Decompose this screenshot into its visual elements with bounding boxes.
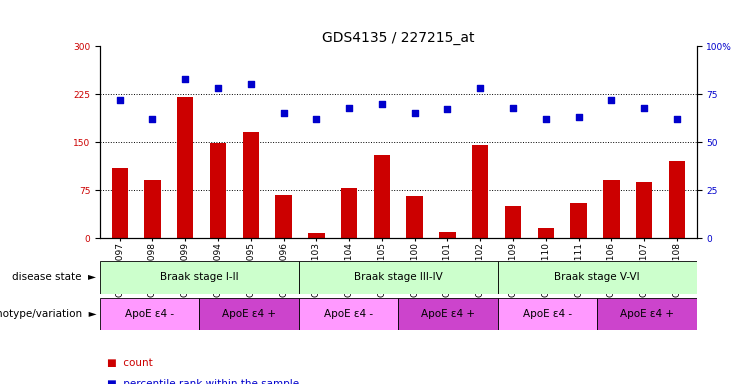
Bar [341,188,357,238]
Text: disease state  ►: disease state ► [13,272,96,283]
Text: Braak stage V-VI: Braak stage V-VI [554,272,640,283]
Bar [407,197,423,238]
Bar [308,233,325,238]
Text: ApoE ε4 -: ApoE ε4 - [324,309,373,319]
Text: ■  count: ■ count [107,358,153,368]
Point [474,85,486,91]
Point [310,116,322,122]
Point [179,76,191,82]
Bar [668,161,685,238]
Bar [210,143,226,238]
Point [147,116,159,122]
Text: ApoE ε4 -: ApoE ε4 - [125,309,174,319]
Text: genotype/variation  ►: genotype/variation ► [0,309,96,319]
Point [114,97,126,103]
Point [540,116,552,122]
Bar [177,97,193,238]
Text: ApoE ε4 -: ApoE ε4 - [523,309,572,319]
Text: ApoE ε4 +: ApoE ε4 + [619,309,674,319]
Bar [597,298,697,330]
Point [409,110,421,116]
Bar [571,203,587,238]
Bar [603,180,619,238]
Bar [242,132,259,238]
Bar [199,298,299,330]
Bar [299,261,498,294]
Text: ApoE ε4 +: ApoE ε4 + [222,309,276,319]
Bar [111,168,128,238]
Title: GDS4135 / 227215_at: GDS4135 / 227215_at [322,31,474,45]
Point [343,104,355,111]
Bar [636,182,652,238]
Text: ApoE ε4 +: ApoE ε4 + [421,309,475,319]
Bar [505,206,521,238]
Text: Braak stage III-IV: Braak stage III-IV [354,272,442,283]
Point [507,104,519,111]
Bar [472,145,488,238]
Point [245,81,256,88]
Bar [399,298,498,330]
Bar [498,298,597,330]
Point [671,116,682,122]
Bar [100,298,199,330]
Point [278,110,290,116]
Bar [276,195,292,238]
Point [376,101,388,107]
Bar [498,261,697,294]
Bar [299,298,399,330]
Point [605,97,617,103]
Point [212,85,224,91]
Text: Braak stage I-II: Braak stage I-II [160,272,239,283]
Point [442,106,453,113]
Point [573,114,585,120]
Bar [537,228,554,238]
Bar [100,261,299,294]
Text: ■  percentile rank within the sample: ■ percentile rank within the sample [107,379,299,384]
Bar [373,155,390,238]
Bar [439,232,456,238]
Point [638,104,650,111]
Bar [144,180,161,238]
